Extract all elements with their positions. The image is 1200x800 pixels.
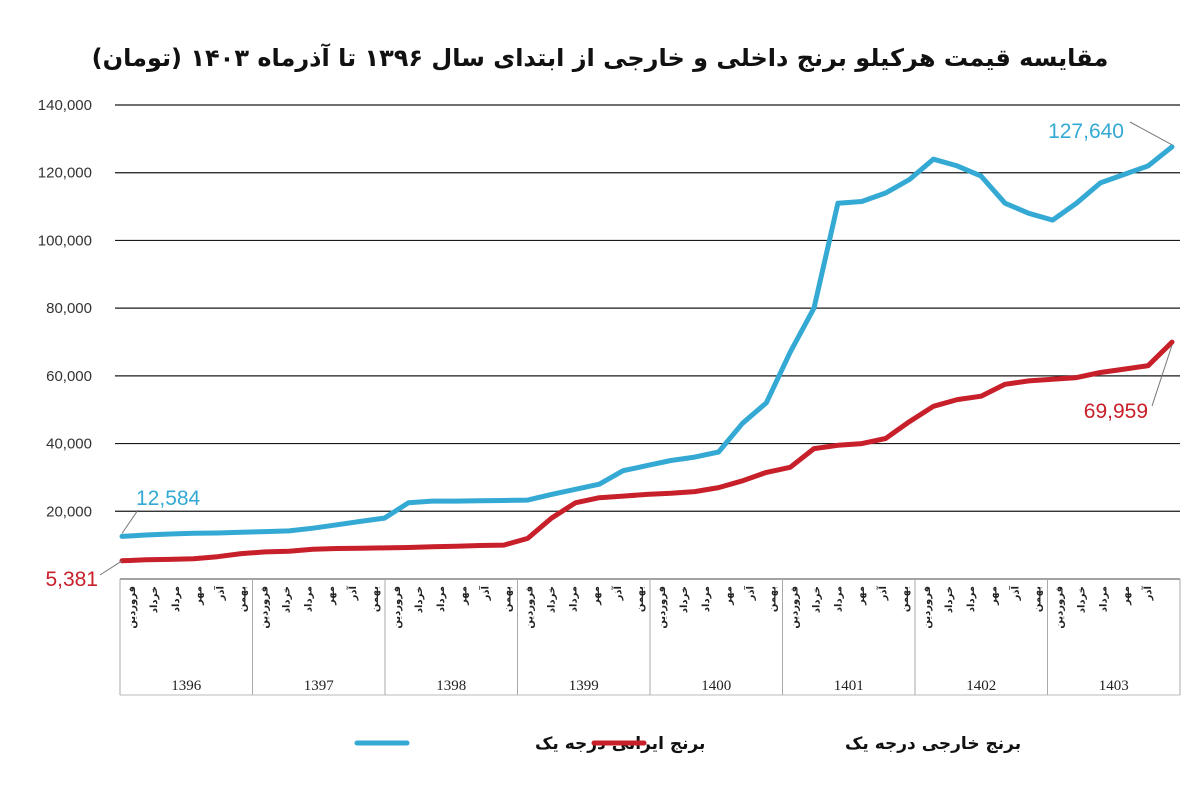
month-label: خرداد xyxy=(414,586,425,613)
series-line-1 xyxy=(119,339,1175,564)
month-label: فروردین xyxy=(127,586,138,629)
month-label: خرداد xyxy=(812,586,823,613)
series-line-0 xyxy=(119,144,1175,539)
month-label: بهمن xyxy=(502,586,513,612)
month-label: مرداد xyxy=(701,586,712,612)
month-label: فروردین xyxy=(1055,586,1066,629)
month-label: خرداد xyxy=(1077,586,1088,613)
callout-leader xyxy=(1129,121,1173,146)
month-label: خرداد xyxy=(679,586,690,613)
month-label: مهر xyxy=(856,586,867,606)
month-label: مهر xyxy=(326,586,337,606)
month-label: خرداد xyxy=(282,586,293,613)
month-label: بهمن xyxy=(767,586,778,612)
red-start-label: 5,381 xyxy=(45,568,98,591)
month-label: آذر xyxy=(1141,585,1154,601)
month-label: مرداد xyxy=(1099,586,1110,612)
month-label: مرداد xyxy=(304,586,315,612)
month-label: مرداد xyxy=(569,586,580,612)
y-tick-label: 80,000 xyxy=(46,300,92,317)
month-label: مهر xyxy=(1121,586,1132,606)
month-label: فروردین xyxy=(260,586,271,629)
gridlines xyxy=(115,104,1180,512)
year-label: 1400 xyxy=(701,678,731,694)
legend-label-1: برنج خارجی درجه یک xyxy=(845,734,1021,754)
y-tick-label: 40,000 xyxy=(46,436,92,453)
series-lines xyxy=(119,144,1175,564)
month-label: بهمن xyxy=(900,586,911,612)
month-label: آذر xyxy=(876,585,889,601)
month-label: آذر xyxy=(213,585,226,601)
month-label: بهمن xyxy=(370,586,381,612)
y-tick-label: 140,000 xyxy=(38,97,92,114)
month-label: مهر xyxy=(988,586,999,606)
month-label: آذر xyxy=(478,585,491,601)
month-label: فروردین xyxy=(790,586,801,629)
red-end-label: 69,959 xyxy=(1084,400,1148,423)
year-label: 1396 xyxy=(171,678,202,694)
year-label: 1399 xyxy=(569,678,599,694)
month-label: مرداد xyxy=(834,586,845,612)
month-label: فروردین xyxy=(392,586,403,629)
year-label: 1398 xyxy=(436,678,466,694)
month-label: مرداد xyxy=(436,586,447,612)
y-tick-label: 60,000 xyxy=(46,368,92,385)
month-label: بهمن xyxy=(237,586,248,612)
month-label: آذر xyxy=(743,585,756,601)
x-axis: 1396 فروردین خرداد مرداد مهر آذر بهمن 1397 فرورد… xyxy=(119,578,1181,696)
chart-title: مقایسه قیمت هرکیلو برنج داخلی و خارجی از… xyxy=(92,43,1109,72)
month-label: آذر xyxy=(1008,585,1021,601)
month-label: آذر xyxy=(611,585,624,601)
month-label: خرداد xyxy=(149,586,160,613)
year-label: 1403 xyxy=(1099,678,1129,694)
year-label: 1402 xyxy=(966,678,996,694)
month-label: مرداد xyxy=(171,586,182,612)
month-label: مهر xyxy=(193,586,204,606)
blue-start-label: 12,584 xyxy=(136,487,201,510)
month-label: فروردین xyxy=(922,586,933,629)
month-label: آذر xyxy=(346,585,359,601)
month-label: مهر xyxy=(723,586,734,606)
month-label: بهمن xyxy=(1032,586,1043,612)
blue-end-label: 127,640 xyxy=(1048,120,1124,143)
y-tick-label: 120,000 xyxy=(38,165,92,182)
callout-leader xyxy=(99,560,123,576)
month-label: خرداد xyxy=(944,586,955,613)
callout-leader xyxy=(1151,344,1173,407)
y-axis: 20,000 40,000 60,000 80,000 100,000 120,000 14… xyxy=(38,97,92,520)
month-label: فروردین xyxy=(525,586,536,629)
month-label: مهر xyxy=(591,586,602,606)
year-label: 1401 xyxy=(834,678,864,694)
y-tick-label: 100,000 xyxy=(38,232,92,249)
callout-leader xyxy=(121,509,139,534)
y-tick-label: 20,000 xyxy=(46,503,92,520)
value-callouts: 12,584 127,640 5,381 69,959 xyxy=(45,120,1173,591)
month-label: خرداد xyxy=(547,586,558,613)
month-label: مرداد xyxy=(966,586,977,612)
year-label: 1397 xyxy=(304,678,335,694)
month-label: بهمن xyxy=(635,586,646,612)
month-label: فروردین xyxy=(657,586,668,629)
month-label: مهر xyxy=(458,586,469,606)
